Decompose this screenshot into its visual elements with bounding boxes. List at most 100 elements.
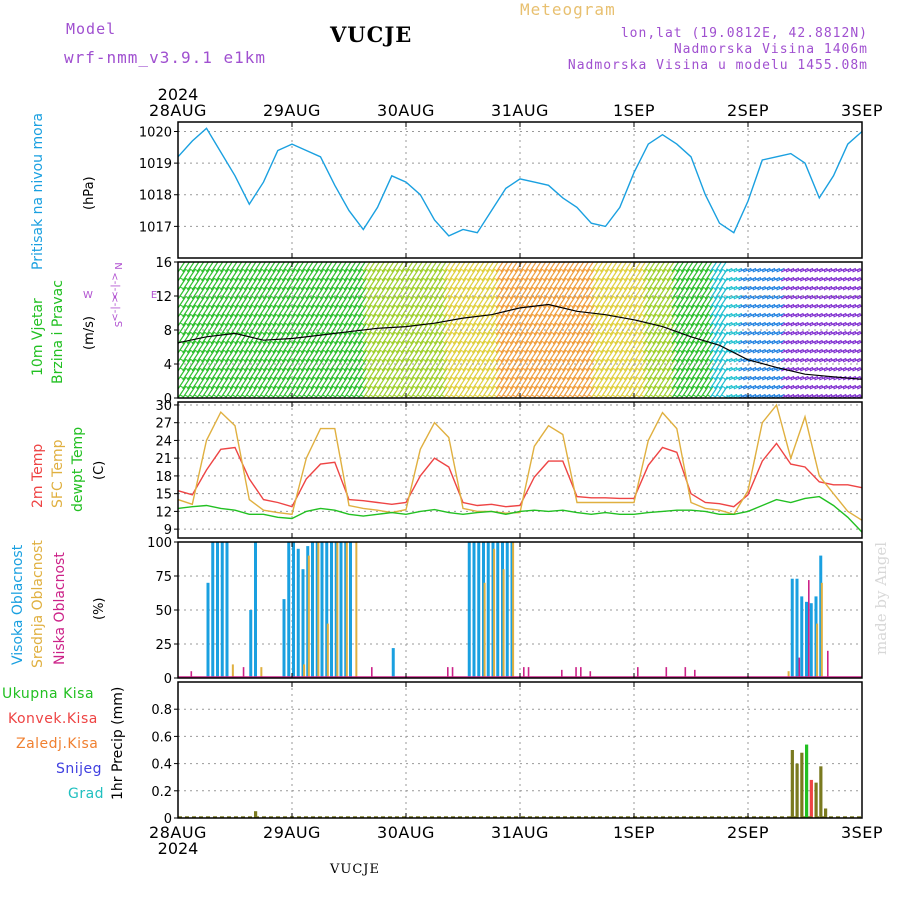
wind-barb	[652, 367, 662, 381]
wind-barb	[258, 262, 267, 273]
wind-barb	[505, 340, 515, 354]
wind-barb	[467, 376, 477, 390]
wind-barb	[267, 268, 277, 282]
wind-barb	[773, 268, 778, 272]
wind-barb	[685, 262, 694, 273]
wind-barb	[557, 295, 567, 309]
wind-barb	[263, 331, 272, 345]
wind-barb	[844, 322, 850, 326]
wind-barb	[628, 331, 638, 345]
wind-barb	[821, 385, 826, 389]
wind-barb	[816, 322, 821, 326]
wind-barb	[730, 331, 736, 335]
wind-barb	[671, 331, 681, 345]
wind-barb	[709, 286, 719, 300]
cloud-high-bar	[349, 542, 352, 678]
wind-barb	[348, 376, 358, 390]
wind-barb	[272, 376, 282, 390]
wind-barb	[510, 376, 519, 390]
wind-barb	[840, 385, 845, 389]
wind-barb	[633, 268, 643, 282]
wind-barb	[339, 340, 348, 354]
wind-barb	[329, 295, 339, 309]
wind-barb	[196, 268, 206, 282]
wind-barb	[695, 268, 705, 282]
wind-barb	[267, 262, 276, 273]
wind-barb	[476, 322, 486, 336]
wind-barb	[690, 385, 700, 398]
wind-barb	[605, 385, 614, 398]
wind-barb	[764, 286, 769, 290]
wind-barb	[362, 286, 372, 300]
wind-barb	[324, 277, 334, 291]
wind-barb	[301, 268, 310, 282]
wind-barb	[533, 358, 543, 372]
wind-barb	[301, 331, 310, 345]
wind-barb	[510, 304, 519, 318]
wind-barb	[552, 286, 562, 300]
wind-barb	[685, 295, 695, 309]
wind-barb	[486, 322, 496, 336]
wind-barb	[210, 286, 220, 300]
wind-barb	[348, 331, 358, 345]
wind-barb	[301, 304, 310, 318]
cloud-high-bar	[467, 542, 471, 678]
wind-barb	[424, 367, 434, 381]
wind-barb	[443, 262, 452, 273]
wind-barb	[783, 313, 788, 317]
wind-barb	[443, 268, 453, 282]
wind-barb	[825, 331, 831, 335]
wind-barb	[576, 331, 586, 345]
wind-barb	[628, 376, 638, 390]
wind-barb	[614, 358, 624, 372]
wind-barb	[348, 268, 358, 282]
cloud-low-bar	[665, 667, 668, 678]
wind-barb	[783, 358, 788, 362]
wind-barb	[381, 286, 391, 300]
wind-barb	[548, 331, 557, 345]
wind-barb	[721, 295, 726, 299]
wind-barb	[557, 367, 567, 381]
wind-barb	[362, 268, 372, 282]
wind-barb	[745, 367, 750, 371]
wind-barb	[797, 331, 802, 335]
wind-barb	[764, 358, 769, 362]
wind-barb	[740, 358, 745, 362]
wind-barb	[310, 376, 320, 390]
wind-barb	[676, 385, 686, 398]
wind-barb	[773, 394, 778, 398]
wind-barb	[339, 277, 348, 291]
wind-barb	[797, 322, 802, 326]
wind-barb	[524, 277, 534, 291]
wind-barb	[201, 331, 211, 345]
wind-barb	[358, 349, 367, 363]
wind-barb	[191, 331, 201, 345]
wind-barb	[740, 277, 745, 281]
wind-barb	[676, 313, 686, 327]
wind-barb	[676, 295, 686, 309]
wind-barb	[500, 295, 510, 309]
wind-barb	[353, 286, 363, 300]
wind-barb	[571, 349, 581, 363]
wind-barb	[263, 367, 272, 381]
wind-barb	[624, 358, 633, 372]
wind-barb	[239, 367, 249, 381]
footer-station: VUCJE	[330, 862, 380, 877]
wind-compass: <-|->NSW E<-|->	[83, 262, 157, 327]
wind-barb	[778, 331, 783, 335]
wind-barb	[372, 331, 382, 345]
wind-barb	[628, 304, 638, 318]
wind-barb	[816, 268, 821, 272]
wind-barb	[410, 262, 419, 273]
wind-barb	[825, 268, 831, 272]
wind-barb	[305, 286, 315, 300]
wind-barb	[272, 367, 282, 381]
wind-barb	[552, 268, 562, 282]
wind-barb	[381, 262, 390, 273]
wind-barb	[220, 277, 230, 291]
wind-barb	[825, 322, 831, 326]
wind-barb	[396, 313, 405, 327]
wind-barb	[714, 331, 724, 345]
wind-barb	[429, 295, 439, 309]
wind-barb	[567, 313, 576, 327]
